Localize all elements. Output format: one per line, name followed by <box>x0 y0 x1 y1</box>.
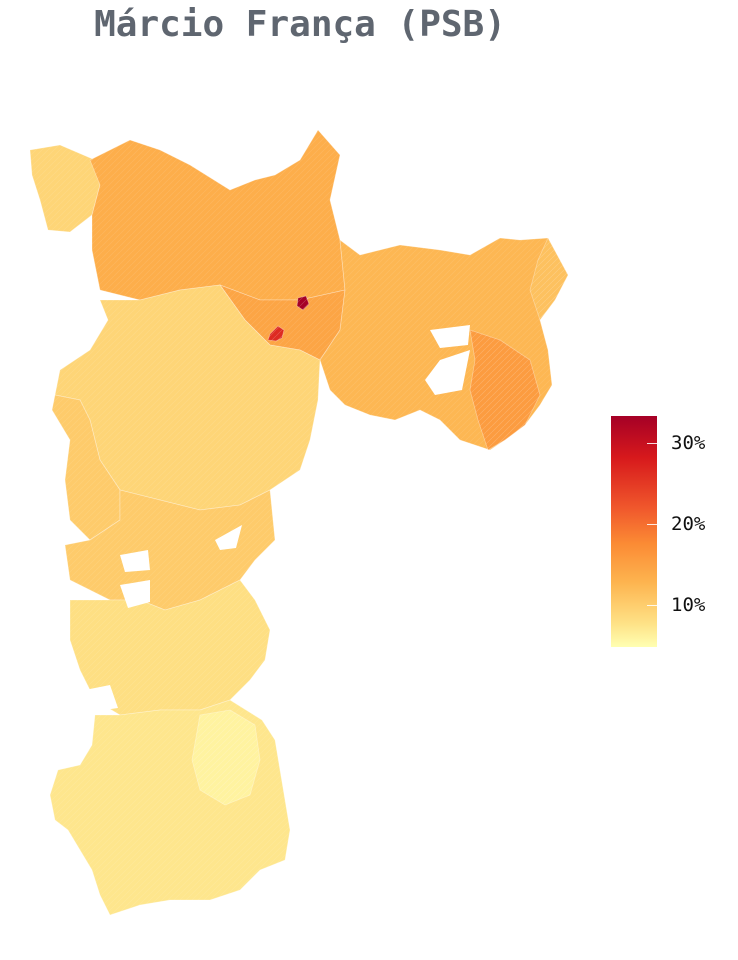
chart-title: Márcio França (PSB) <box>94 4 506 45</box>
map-region-north <box>89 129 346 301</box>
legend-tick-30 <box>647 443 657 444</box>
legend-tick-10 <box>647 605 657 606</box>
map-region-east <box>319 237 569 451</box>
legend-label-20: 20% <box>671 513 706 535</box>
map-region-northwest <box>29 144 101 233</box>
legend-color-bar <box>611 416 657 647</box>
legend-tick-20 <box>647 524 657 525</box>
legend-label-10: 10% <box>671 594 706 616</box>
color-legend: 30% 20% 10% <box>611 416 721 648</box>
map-region-far-south-patch <box>191 709 261 806</box>
legend-label-30: 30% <box>671 432 706 454</box>
